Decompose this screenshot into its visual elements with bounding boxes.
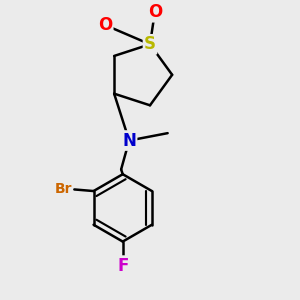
Text: Br: Br bbox=[54, 182, 72, 197]
Text: O: O bbox=[98, 16, 112, 34]
Text: S: S bbox=[144, 35, 156, 53]
Text: O: O bbox=[148, 3, 162, 21]
Text: N: N bbox=[122, 131, 136, 149]
Text: F: F bbox=[117, 256, 128, 274]
